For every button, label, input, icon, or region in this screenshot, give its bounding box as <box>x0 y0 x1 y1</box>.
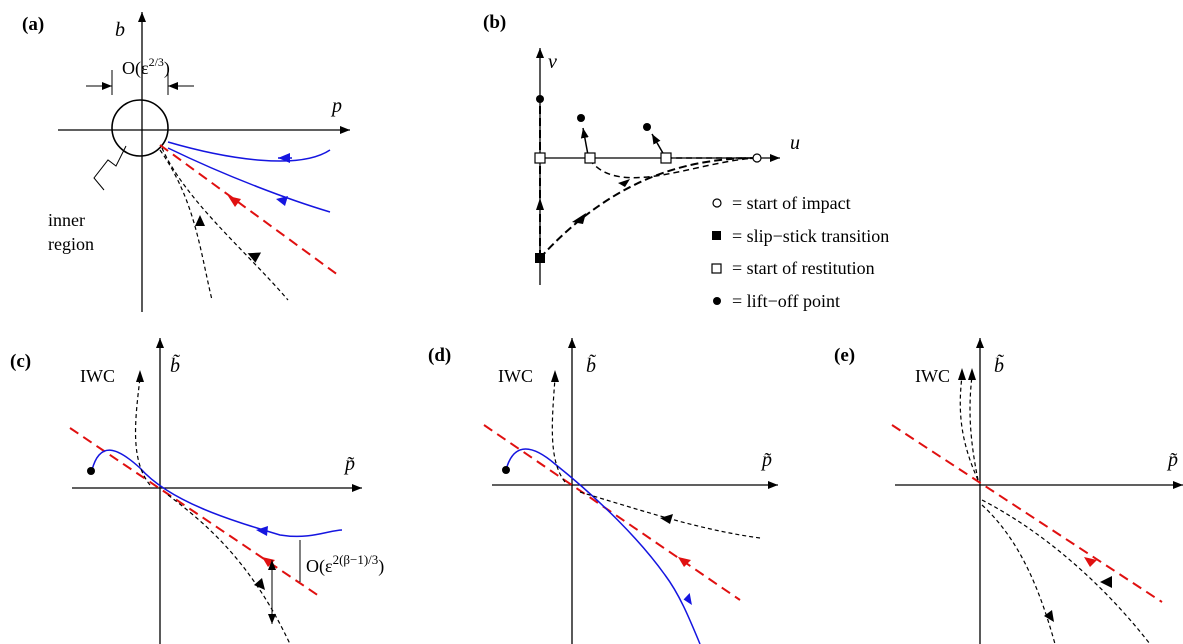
legend: = start of impact = slip−stick transitio… <box>711 193 889 311</box>
blue-arrowhead-1 <box>278 153 290 163</box>
liftoff-point <box>87 467 95 475</box>
restitution-marker-1 <box>534 152 546 164</box>
b-axis-label: b <box>115 19 125 41</box>
b-tilde-label: b̃ <box>994 353 1004 377</box>
p-tilde-label: p̃ <box>760 449 772 471</box>
panel-c: (c) b̃ p̃ IWC O(ε2(β−1)/3) <box>10 338 384 644</box>
lower-arrowhead <box>572 213 586 224</box>
iwc-arrowhead-2 <box>968 368 976 380</box>
b-tilde-label: b̃ <box>586 353 596 377</box>
blue-trajectory-2 <box>167 147 331 213</box>
iwc-trajectory <box>551 377 761 539</box>
dashed-trajectory-1 <box>161 147 289 301</box>
v-axis-label: v <box>548 51 557 73</box>
liftoff-arrow-3 <box>651 133 665 156</box>
panel-e: (e) b̃ p̃ IWC <box>834 338 1183 644</box>
panel-a: (a) b p O(ε2/3) inner region <box>22 12 350 312</box>
panel-d-label: (d) <box>428 345 451 366</box>
panel-b-label: (b) <box>483 12 506 33</box>
panel-c-label: (c) <box>10 351 31 372</box>
u-axis-label: u <box>790 132 800 154</box>
panel-a-label: (a) <box>22 14 44 35</box>
blue-arrowhead <box>256 526 268 536</box>
dashed-arrowhead-1 <box>247 252 262 263</box>
open-square-icon <box>711 263 722 274</box>
liftoff-marker-1 <box>536 95 544 103</box>
b-tilde-label: b̃ <box>170 353 180 377</box>
dashed-arrowhead-1 <box>1044 610 1054 622</box>
impact-path-middle <box>589 157 759 179</box>
iwc-trajectory-2 <box>969 375 1151 644</box>
red-separatrix <box>69 427 323 599</box>
inner-region-label-1: inner <box>48 210 85 230</box>
dashed-arrowhead <box>254 578 265 590</box>
inner-region-circle <box>111 99 169 157</box>
blue-trajectory <box>91 449 343 538</box>
open-circle-icon <box>712 198 722 208</box>
iwc-arrowhead-1 <box>958 368 966 380</box>
legend-entry: = start of impact <box>732 193 851 213</box>
legend-entry: = start of restitution <box>732 258 875 278</box>
liftoff-marker-3 <box>643 123 651 131</box>
red-separatrix <box>483 424 741 601</box>
blue-arrowhead-2 <box>276 196 288 206</box>
panel-e-label: (e) <box>834 345 855 366</box>
red-arrowhead <box>678 557 691 567</box>
blue-trajectory-1 <box>167 141 331 162</box>
p-tilde-label: p̃ <box>1166 449 1178 471</box>
iwc-arrowhead <box>551 370 559 382</box>
restitution-marker-2 <box>584 152 596 164</box>
legend-entry: = slip−stick transition <box>732 226 889 246</box>
red-separatrix <box>891 424 1163 603</box>
dashed-arrowhead-2 <box>1100 576 1112 588</box>
dashed-arrowhead-2 <box>195 215 205 226</box>
scale-label-c: O(ε2(β−1)/3) <box>306 552 384 577</box>
red-arrowhead <box>1084 557 1097 567</box>
liftoff-marker-2 <box>577 114 585 122</box>
scale-label-a: O(ε2/3) <box>122 55 170 79</box>
legend-entry: = lift−off point <box>732 291 840 311</box>
iwc-trajectory-1 <box>959 375 1056 644</box>
inner-region-pointer <box>93 145 127 191</box>
red-arrowhead <box>228 196 241 207</box>
blue-arrowhead <box>683 592 692 605</box>
p-axis-label: p <box>330 95 342 117</box>
filled-square-icon <box>712 231 721 240</box>
iwc-arrowhead <box>136 370 144 382</box>
iwc-label: IWC <box>498 366 533 386</box>
p-tilde-label: p̃ <box>343 453 355 475</box>
start-of-impact-marker <box>752 153 762 163</box>
iwc-label: IWC <box>80 366 115 386</box>
dashed-arrowhead <box>660 514 673 524</box>
dashed-trajectory-2 <box>159 149 213 301</box>
red-separatrix <box>159 144 339 276</box>
panel-d: (d) b̃ p̃ IWC <box>428 338 778 644</box>
iwc-trajectory <box>134 377 291 644</box>
impact-path-lower <box>539 157 759 259</box>
liftoff-point <box>502 466 510 474</box>
panel-b: (b) v u = start of impact = slip−stick t… <box>483 12 889 311</box>
restitution-marker-3 <box>660 152 672 164</box>
filled-circle-icon <box>713 297 721 305</box>
liftoff-arrow-2 <box>580 127 589 156</box>
inner-region-label-2: region <box>48 234 94 254</box>
vertical-arrowhead <box>536 198 544 210</box>
iwc-label: IWC <box>915 366 950 386</box>
slip-stick-marker <box>535 253 545 263</box>
middle-arrowhead <box>618 179 630 187</box>
blue-trajectory <box>505 448 701 644</box>
